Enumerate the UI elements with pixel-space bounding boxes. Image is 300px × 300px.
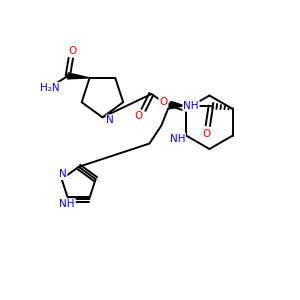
Text: N: N (59, 169, 67, 179)
Text: N: N (106, 115, 114, 125)
Text: NH: NH (183, 101, 199, 111)
Polygon shape (68, 73, 90, 79)
Text: O: O (134, 111, 142, 121)
Text: NH: NH (169, 134, 185, 144)
Text: H₂N: H₂N (40, 83, 60, 93)
Text: O: O (203, 129, 211, 139)
Text: O: O (69, 46, 77, 56)
Text: NH: NH (59, 199, 75, 209)
Polygon shape (169, 103, 183, 109)
Text: O: O (159, 97, 168, 107)
